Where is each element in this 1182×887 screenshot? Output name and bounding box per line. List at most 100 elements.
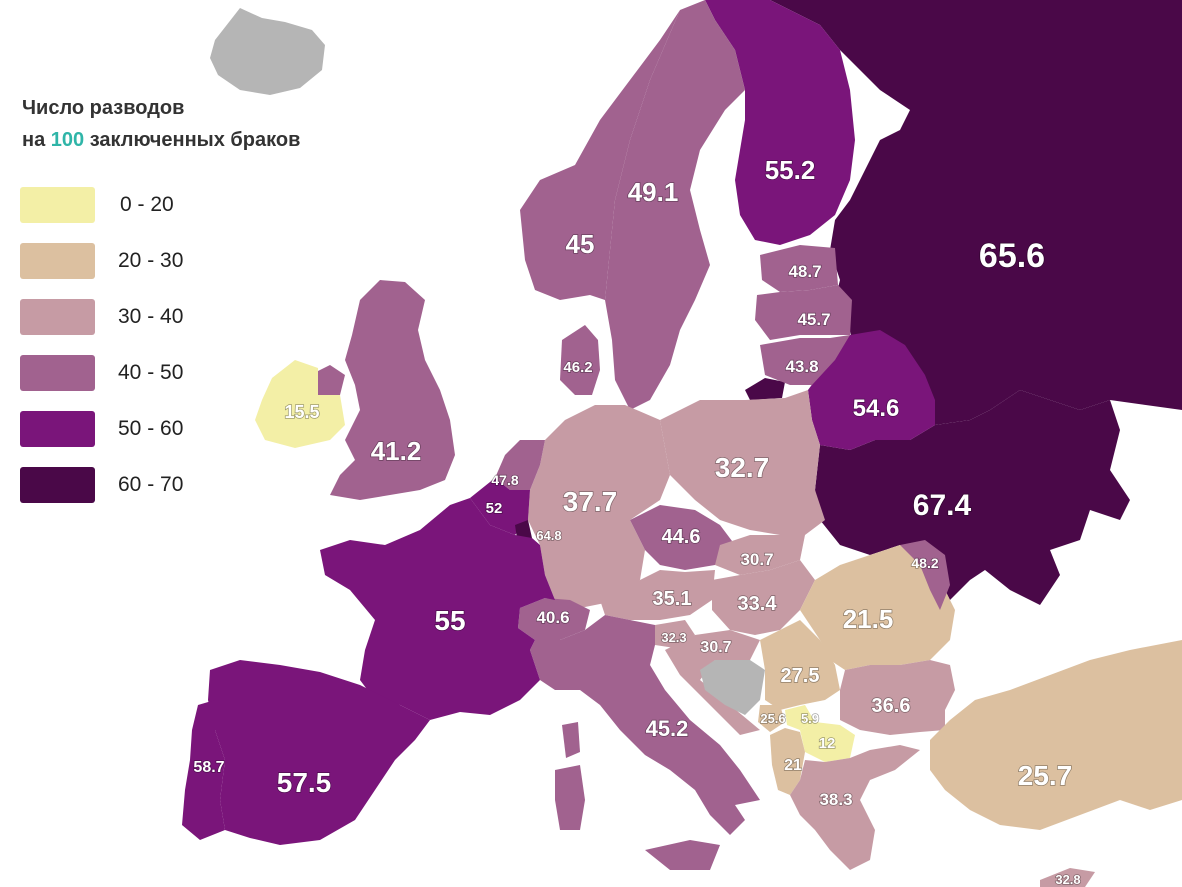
label-ukraine: 67.4	[913, 489, 972, 522]
legend-title-prefix: на	[22, 129, 51, 151]
label-hungary: 33.4	[738, 593, 778, 615]
belarus-shape	[808, 330, 935, 450]
label-croatia: 30.7	[700, 639, 731, 656]
label-macedonia: 12	[819, 735, 836, 752]
norway-shape	[520, 10, 680, 300]
label-serbia: 27.5	[781, 665, 820, 687]
romania-shape	[800, 545, 955, 670]
poland-shape	[660, 390, 825, 535]
macedonia-shape	[800, 722, 855, 762]
spain-shape	[208, 660, 430, 845]
legend-swatch	[20, 467, 95, 503]
legend-item: 0 - 20	[20, 187, 220, 225]
legend-swatch	[20, 355, 95, 391]
label-slovenia: 32.3	[661, 630, 686, 645]
legend-title-highlight: 100	[50, 129, 85, 151]
kosovo-shape	[785, 705, 815, 730]
latvia-shape	[755, 285, 852, 340]
label-finland: 55.2	[765, 155, 816, 185]
cyprus-shape	[1040, 868, 1095, 887]
czech-shape	[630, 505, 735, 570]
label-turkey: 25.7	[1018, 760, 1073, 791]
austria-shape	[600, 570, 715, 620]
moldova-shape	[900, 540, 950, 610]
label-sweden: 49.1	[628, 177, 679, 207]
legend-item: 20 - 30	[20, 243, 220, 281]
finland-shape	[705, 0, 855, 245]
france-shape	[320, 498, 555, 720]
label-moldova: 48.2	[911, 555, 938, 571]
kaliningrad-shape	[745, 378, 785, 400]
label-estonia: 48.7	[788, 262, 821, 281]
ukraine-shape	[815, 390, 1130, 605]
label-portugal: 58.7	[193, 759, 224, 776]
label-slovakia: 30.7	[740, 550, 773, 569]
legend-title-suffix: заключенных браков	[84, 129, 301, 151]
label-uk: 41.2	[371, 436, 422, 466]
label-cyprus: 32.8	[1055, 872, 1080, 887]
northern-ireland-shape	[310, 365, 345, 395]
germany-shape	[528, 405, 670, 608]
label-greece: 38.3	[819, 790, 852, 809]
label-netherlands: 47.8	[491, 472, 518, 488]
croatia-shape	[665, 630, 760, 735]
label-germany: 37.7	[563, 486, 618, 517]
label-austria: 35.1	[653, 588, 692, 610]
legend-item: 60 - 70	[20, 467, 220, 505]
label-montenegro: 25.6	[760, 711, 785, 726]
italy-shape	[530, 615, 760, 835]
label-poland: 32.7	[715, 452, 770, 483]
label-ireland: 15.5	[284, 402, 319, 422]
label-france: 55	[434, 605, 465, 636]
legend-swatch	[20, 411, 95, 447]
estonia-shape	[760, 245, 838, 292]
legend-swatch	[20, 243, 95, 279]
legend-item: 50 - 60	[20, 411, 220, 449]
turkey-shape	[930, 640, 1182, 830]
legend-label: 60 - 70	[118, 473, 184, 496]
legend-label: 0 - 20	[120, 193, 174, 216]
greece-shape	[790, 745, 920, 870]
label-kosovo: 5.9	[801, 711, 819, 726]
legend-swatch	[20, 299, 95, 335]
legend-label: 20 - 30	[118, 249, 184, 272]
legend-title-line1: Число разводов	[22, 97, 185, 119]
legend-label: 50 - 60	[118, 417, 184, 440]
legend-item: 40 - 50	[20, 355, 220, 393]
slovakia-shape	[715, 535, 805, 575]
russia-shape	[770, 0, 1182, 425]
legend-item: 30 - 40	[20, 299, 220, 337]
label-italy: 45.2	[646, 716, 689, 741]
label-norway: 45	[566, 229, 595, 259]
label-latvia: 45.7	[797, 310, 830, 329]
iceland-shape	[210, 8, 325, 95]
uk-shape	[330, 280, 455, 500]
legend-title: Число разводов на 100 заключенных браков	[22, 92, 300, 156]
netherlands-shape	[495, 440, 545, 490]
label-belgium: 52	[486, 500, 503, 517]
bulgaria-shape	[840, 660, 955, 735]
ireland-shape	[255, 360, 345, 448]
label-czech: 44.6	[662, 526, 701, 548]
label-russia: 65.6	[979, 237, 1045, 275]
bosnia-shape	[700, 660, 765, 715]
label-bulgaria: 36.6	[872, 695, 911, 717]
label-denmark: 46.2	[563, 359, 592, 376]
label-luxembourg: 64.8	[536, 528, 561, 543]
legend-label: 40 - 50	[118, 361, 184, 384]
label-romania: 21.5	[843, 604, 894, 634]
serbia-shape	[760, 620, 840, 710]
hungary-shape	[712, 560, 815, 635]
montenegro-shape	[758, 705, 785, 732]
lithuania-shape	[760, 335, 850, 385]
albania-shape	[770, 728, 805, 795]
portugal-shape	[182, 700, 225, 840]
legend-label: 30 - 40	[118, 305, 184, 328]
corsica-shape	[562, 722, 580, 758]
denmark-shape	[560, 325, 600, 395]
legend-swatch	[20, 187, 95, 223]
label-albania: 21	[784, 757, 802, 774]
belgium-shape	[470, 478, 530, 535]
label-spain: 57.5	[277, 767, 332, 798]
